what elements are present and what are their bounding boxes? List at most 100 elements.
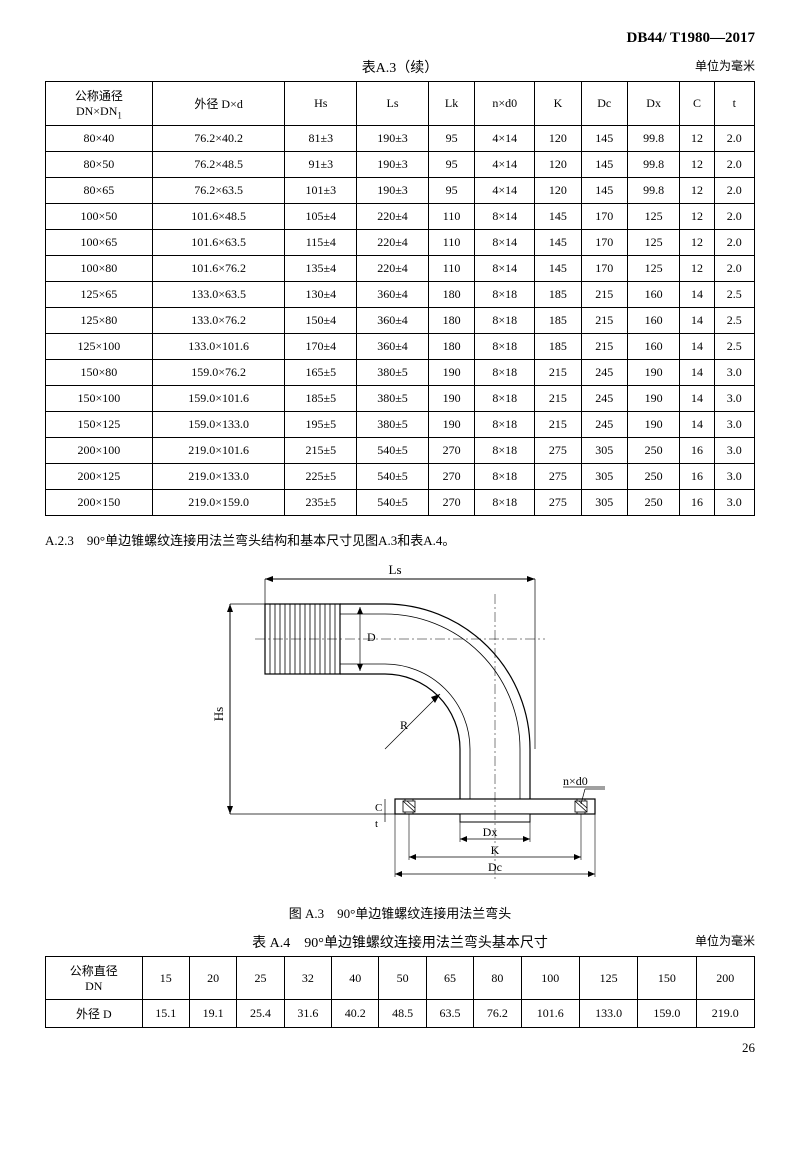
table-cell: 8×18 [475,282,535,308]
table-cell: 80×50 [46,152,153,178]
table-cell: 200×125 [46,464,153,490]
col-c: C [680,82,714,126]
table-cell: 48.5 [379,1000,426,1028]
table-cell: 110 [428,204,474,230]
table-cell: 145 [581,178,627,204]
doc-header: DB44/ T1980—2017 [45,30,755,47]
table-a3-title-row: 表A.3（续） 单位为毫米 [45,57,755,77]
table-row: 100×80101.6×76.2135±4220±41108×141451701… [46,256,755,282]
figure-a3: Ls D R [45,559,755,893]
table-cell: 215 [535,412,581,438]
table-cell: 12 [680,256,714,282]
table-cell: 250 [627,490,679,516]
table-cell: 215 [581,308,627,334]
table-a3: 公称通径DN×DN1 外径 D×d Hs Ls Lk n×d0 K Dc Dx … [45,81,755,516]
table-cell: 15 [142,957,189,1000]
table-cell: 305 [581,438,627,464]
table-cell: 2.5 [714,308,754,334]
table-a4-title-row: 表 A.4 90°单边锥螺纹连接用法兰弯头基本尺寸 单位为毫米 [45,932,755,952]
label-c: C [375,802,382,814]
table-row: 150×125159.0×133.0195±5380±51908×1821524… [46,412,755,438]
table-cell: 135±4 [285,256,357,282]
table-cell: 95 [428,178,474,204]
col-k: K [535,82,581,126]
table-cell: 190 [428,412,474,438]
table-cell: 540±5 [357,464,429,490]
table-cell: 4×14 [475,126,535,152]
table-row: 200×150219.0×159.0235±5540±52708×1827530… [46,490,755,516]
table-cell: 170 [581,256,627,282]
table-row: 80×5076.2×48.591±3190±3954×1412014599.81… [46,152,755,178]
table-cell: 100×50 [46,204,153,230]
page-number: 26 [45,1040,755,1056]
label-d: D [367,630,376,644]
table-cell: 2.0 [714,126,754,152]
table-cell: 195±5 [285,412,357,438]
table-cell: 40.2 [332,1000,379,1028]
table-row: 125×65133.0×63.5130±4360±41808×181852151… [46,282,755,308]
table-cell: 8×18 [475,438,535,464]
table-cell: 270 [428,438,474,464]
table-cell: 150×125 [46,412,153,438]
table-cell: 235±5 [285,490,357,516]
table-cell: 101.6 [521,1000,579,1028]
table-cell: 250 [627,438,679,464]
table-cell: 120 [535,126,581,152]
table-cell: 8×14 [475,204,535,230]
table-cell: 185 [535,334,581,360]
table-cell: 190±3 [357,152,429,178]
table-cell: 245 [581,412,627,438]
table-cell: 110 [428,230,474,256]
table-a3-title: 表A.3（续） [362,61,439,76]
table-cell: 8×14 [475,256,535,282]
table-cell: 4×14 [475,152,535,178]
table-cell: 12 [680,204,714,230]
table-cell: 32 [284,957,331,1000]
table-cell: 180 [428,334,474,360]
table-row: 200×125219.0×133.0225±5540±52708×1827530… [46,464,755,490]
table-cell: 95 [428,152,474,178]
table-cell: 380±5 [357,412,429,438]
table-cell: 2.0 [714,152,754,178]
table-cell: 133.0×63.5 [152,282,285,308]
table-cell: 215 [581,334,627,360]
table-cell: 133.0 [579,1000,637,1028]
table-cell: 170 [581,230,627,256]
table-cell: 190±3 [357,178,429,204]
table-cell: 220±4 [357,204,429,230]
table-cell: 145 [535,230,581,256]
table-a4: 公称直径DN1520253240506580100125150200 外径 D1… [45,956,755,1028]
col-lk: Lk [428,82,474,126]
table-cell: 99.8 [627,178,679,204]
table-cell: 220±4 [357,256,429,282]
table-cell: 150×100 [46,386,153,412]
table-cell: 16 [680,438,714,464]
table-cell: 14 [680,308,714,334]
table-cell: 219.0 [696,1000,754,1028]
table-row: 100×65101.6×63.5115±4220±41108×141451701… [46,230,755,256]
table-cell: 190 [627,386,679,412]
table-cell: 76.2×63.5 [152,178,285,204]
elbow-diagram: Ls D R [185,559,615,889]
table-cell: 12 [680,152,714,178]
table-cell: 16 [680,490,714,516]
label-nxd0: n×d0 [563,774,588,788]
table-cell: 101.6×48.5 [152,204,285,230]
table-cell: 150±4 [285,308,357,334]
table-cell: 50 [379,957,426,1000]
table-cell: 100 [521,957,579,1000]
table-cell: 2.5 [714,282,754,308]
table-cell: 2.0 [714,178,754,204]
table-cell: 20 [189,957,236,1000]
table-a3-header-row: 公称通径DN×DN1 外径 D×d Hs Ls Lk n×d0 K Dc Dx … [46,82,755,126]
table-cell: 12 [680,126,714,152]
table-cell: 8×18 [475,386,535,412]
table-cell: 180 [428,282,474,308]
table-cell: 99.8 [627,126,679,152]
table-cell: 190 [627,412,679,438]
table-cell: 245 [581,386,627,412]
table-cell: 125×100 [46,334,153,360]
table-cell: 159.0×133.0 [152,412,285,438]
table-cell: 220±4 [357,230,429,256]
table-cell: 125×65 [46,282,153,308]
